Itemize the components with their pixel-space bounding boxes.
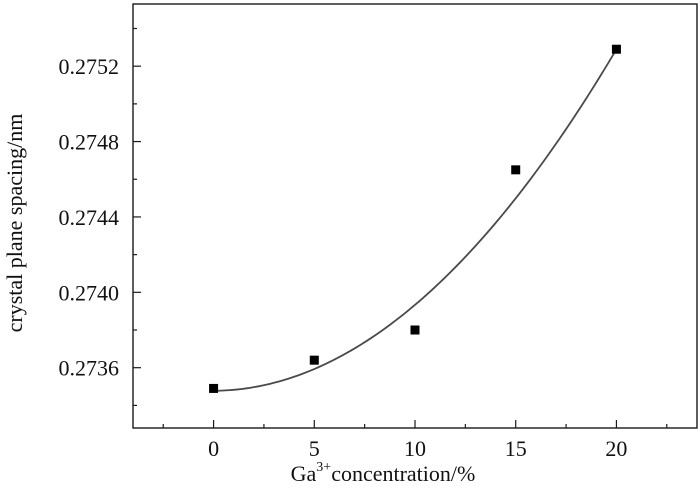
data-point: [410, 325, 420, 335]
fit-curve-group: [213, 48, 618, 392]
plot-border: [132, 3, 698, 429]
fit-curve: [213, 48, 618, 392]
data-point: [511, 165, 521, 175]
x-tick-label: 10: [404, 436, 426, 461]
data-point: [611, 44, 621, 54]
y-tick-label: 0.2744: [59, 205, 120, 230]
data-point: [309, 355, 319, 365]
x-tick-label: 0: [208, 436, 219, 461]
x-axis-title-base: Ga: [291, 461, 317, 486]
x-axis: 0 5 10 15 20: [162, 420, 668, 461]
y-axis: 0.2736 0.2740 0.2744 0.2748 0.2752: [59, 27, 141, 406]
y-tick-label: 0.2752: [59, 54, 120, 79]
x-tick-label: 5: [309, 436, 320, 461]
y-axis-title: crystal plane spacing/nm: [2, 114, 27, 333]
y-tick-label: 0.2740: [59, 280, 120, 305]
plot-frame: [132, 3, 698, 429]
x-axis-title-superscript: 3+: [316, 460, 331, 475]
x-tick-label: 15: [505, 436, 527, 461]
data-point: [209, 383, 219, 393]
x-tick-label: 20: [605, 436, 627, 461]
x-axis-title-rest: concentration/%: [331, 461, 475, 486]
y-tick-label: 0.2748: [59, 130, 120, 155]
x-axis-title: Ga3+concentration/%: [291, 460, 476, 486]
data-points: [209, 44, 621, 393]
y-tick-label: 0.2736: [59, 356, 120, 381]
